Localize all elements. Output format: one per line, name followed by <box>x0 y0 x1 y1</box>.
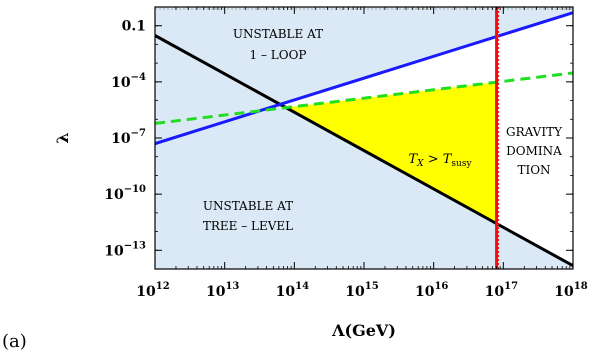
x-tick-label: 1012 <box>136 281 169 300</box>
y-tick-label: 10−10 <box>104 184 146 203</box>
x-tick-label: 1015 <box>345 281 378 300</box>
region-label-gravity-1: GRAVITY <box>506 125 563 139</box>
y-axis-title: λ <box>53 132 72 143</box>
x-tick-label: 1018 <box>554 281 587 300</box>
dashed-green-line <box>155 71 573 125</box>
x-tick-label: 1017 <box>485 281 518 300</box>
y-tick-label: 10−7 <box>111 128 146 147</box>
region-label-tree-2: TREE – LEVEL <box>203 219 293 233</box>
region-label-gravity-2: DOMINA <box>506 144 562 158</box>
one-loop-line <box>155 11 573 146</box>
y-tick-label: 10−4 <box>111 72 146 91</box>
x-tick-label: 1016 <box>415 281 448 300</box>
unstable-region <box>155 7 573 269</box>
y-tick-label: 0.1 <box>122 19 146 35</box>
x-axis-title: Λ(GeV) <box>331 321 396 340</box>
region-label-gravity-3: TION <box>517 163 550 177</box>
tree-level-line <box>155 34 573 268</box>
panel-label: (a) <box>2 331 27 352</box>
region-label-tree-1: UNSTABLE AT <box>203 199 293 213</box>
region-label-one-loop-2: 1 – LOOP <box>250 48 307 62</box>
y-tick-label: 10−13 <box>104 240 146 259</box>
region-label-one-loop-1: UNSTABLE AT <box>233 27 323 41</box>
region-label-yellow: TX > Tsusy <box>408 152 472 169</box>
ticks: 1012 1013 1014 1015 1016 1017 1018 0.1 10−4 10−7 1… <box>104 6 588 300</box>
x-tick-label: 1014 <box>276 281 309 300</box>
x-tick-label: 1013 <box>206 281 239 300</box>
allowed-region <box>285 82 497 224</box>
